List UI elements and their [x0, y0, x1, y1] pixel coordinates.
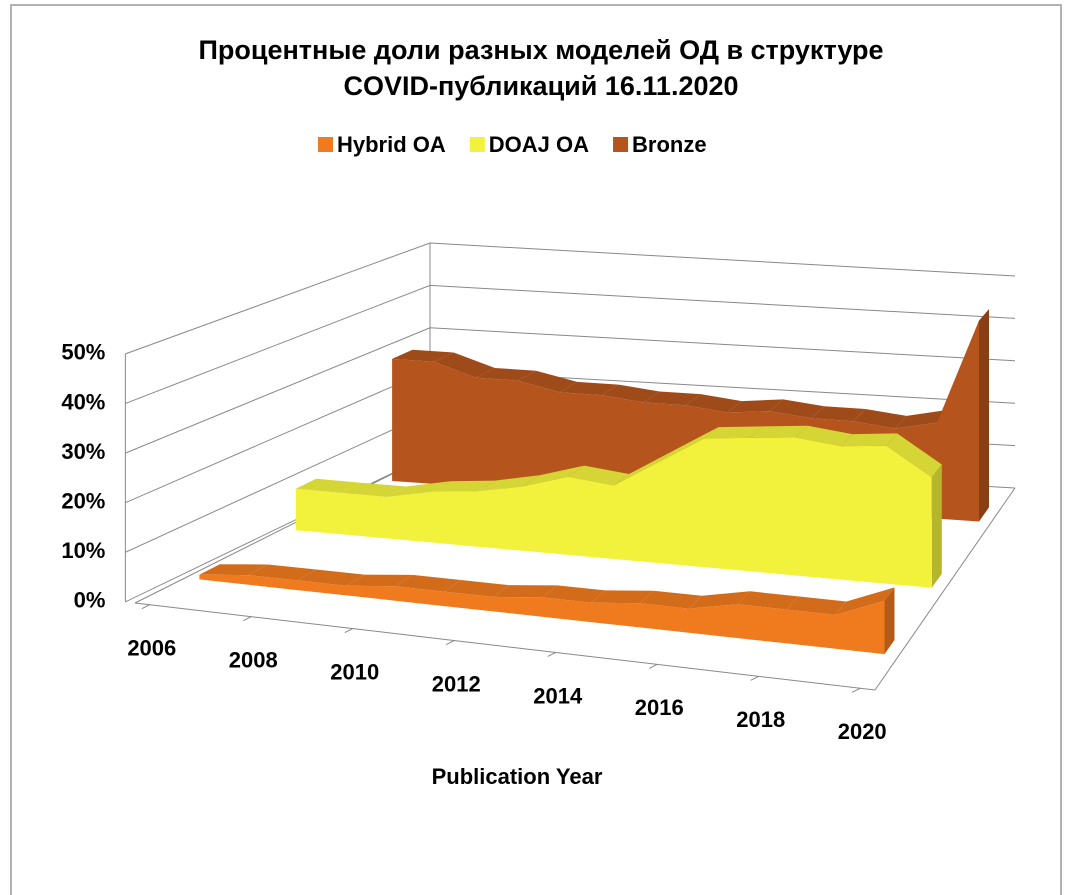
legend-swatch	[613, 137, 629, 152]
x-tick-label: 2008	[229, 647, 278, 672]
x-tick-label: 2010	[330, 659, 379, 684]
ribbon-top	[704, 426, 763, 439]
y-tick-label: 0%	[74, 588, 106, 613]
x-tick-label: 2020	[838, 719, 887, 744]
legend-label: DOAJ OA	[489, 132, 589, 157]
legend-swatch	[469, 137, 485, 152]
ribbon-top	[392, 349, 454, 362]
ribbon-top	[517, 370, 578, 393]
x-tick	[141, 604, 151, 610]
ribbon-top	[432, 480, 495, 492]
area	[199, 574, 885, 655]
ribbon-top	[475, 368, 536, 381]
ribbon-top	[613, 450, 674, 486]
ribbon-top	[643, 391, 701, 406]
ribbon-side	[979, 309, 989, 522]
y-tick-label: 30%	[61, 439, 105, 464]
ribbon-top	[395, 574, 461, 592]
ribbon-top	[895, 409, 948, 429]
ribbon-side	[884, 587, 895, 655]
x-tick-label: 2012	[432, 671, 481, 696]
ribbon-top	[434, 352, 495, 378]
ribbon-top	[559, 381, 619, 396]
ribbon-top	[835, 587, 895, 615]
ribbon-top	[688, 591, 750, 609]
ribbon-top	[750, 425, 808, 438]
y-tick-label: 20%	[61, 488, 105, 513]
ribbon-top	[444, 580, 509, 597]
ribbon-top	[568, 465, 629, 486]
x-tick-label: 2014	[533, 683, 583, 708]
ribbon-top	[199, 564, 268, 576]
legend-label: Hybrid OA	[337, 132, 446, 157]
x-tick	[547, 652, 556, 657]
x-tick	[243, 616, 252, 622]
chart-title: COVID-публикаций 16.11.2020	[343, 71, 738, 101]
ribbon-top	[853, 409, 907, 429]
legend-label: Bronze	[632, 132, 707, 157]
ribbon-top	[341, 482, 406, 497]
y-tick-label: 50%	[61, 340, 105, 365]
y-tick-label: 40%	[61, 389, 105, 414]
area	[295, 437, 932, 588]
y-tick-label: 10%	[61, 538, 105, 563]
legend-swatch	[318, 137, 333, 152]
ribbon-top	[886, 433, 942, 478]
floor-edge	[134, 454, 431, 604]
ribbon-top	[795, 425, 853, 447]
ribbon-top	[786, 596, 847, 615]
x-tick	[344, 628, 353, 634]
chart-title: Процентные доли разных моделей ОД в стру…	[198, 35, 883, 65]
ribbon-top	[811, 406, 866, 422]
ribbon-top	[248, 564, 317, 581]
ribbon-top	[386, 481, 451, 497]
ribbon-top	[477, 475, 540, 492]
x-tick	[446, 640, 455, 645]
x-tick-label: 2006	[127, 636, 176, 661]
ribbon-side	[931, 464, 942, 588]
ribbon-top	[601, 384, 660, 403]
ribbon-top	[542, 585, 606, 603]
ribbon-top	[685, 394, 742, 413]
x-tick	[649, 663, 658, 669]
ribbon-top	[295, 478, 361, 493]
x-tick-label: 2018	[736, 707, 785, 732]
ribbon-top	[346, 574, 413, 587]
ribbon-top	[297, 569, 365, 586]
ribbon-top	[639, 590, 702, 609]
ribbon-top	[727, 399, 784, 413]
ribbon-top	[493, 585, 558, 598]
ribbon-top	[590, 590, 654, 604]
ribbon-top	[737, 591, 799, 610]
ribbon-top	[769, 399, 825, 419]
x-tick	[750, 675, 759, 681]
x-axis-title: Publication Year	[432, 764, 603, 789]
x-tick	[851, 687, 861, 693]
ribbon-top	[522, 465, 585, 487]
ribbon-top	[659, 427, 719, 462]
x-tick-label: 2016	[635, 695, 684, 720]
ribbon-top	[840, 433, 898, 447]
floor-edge	[134, 487, 1016, 691]
